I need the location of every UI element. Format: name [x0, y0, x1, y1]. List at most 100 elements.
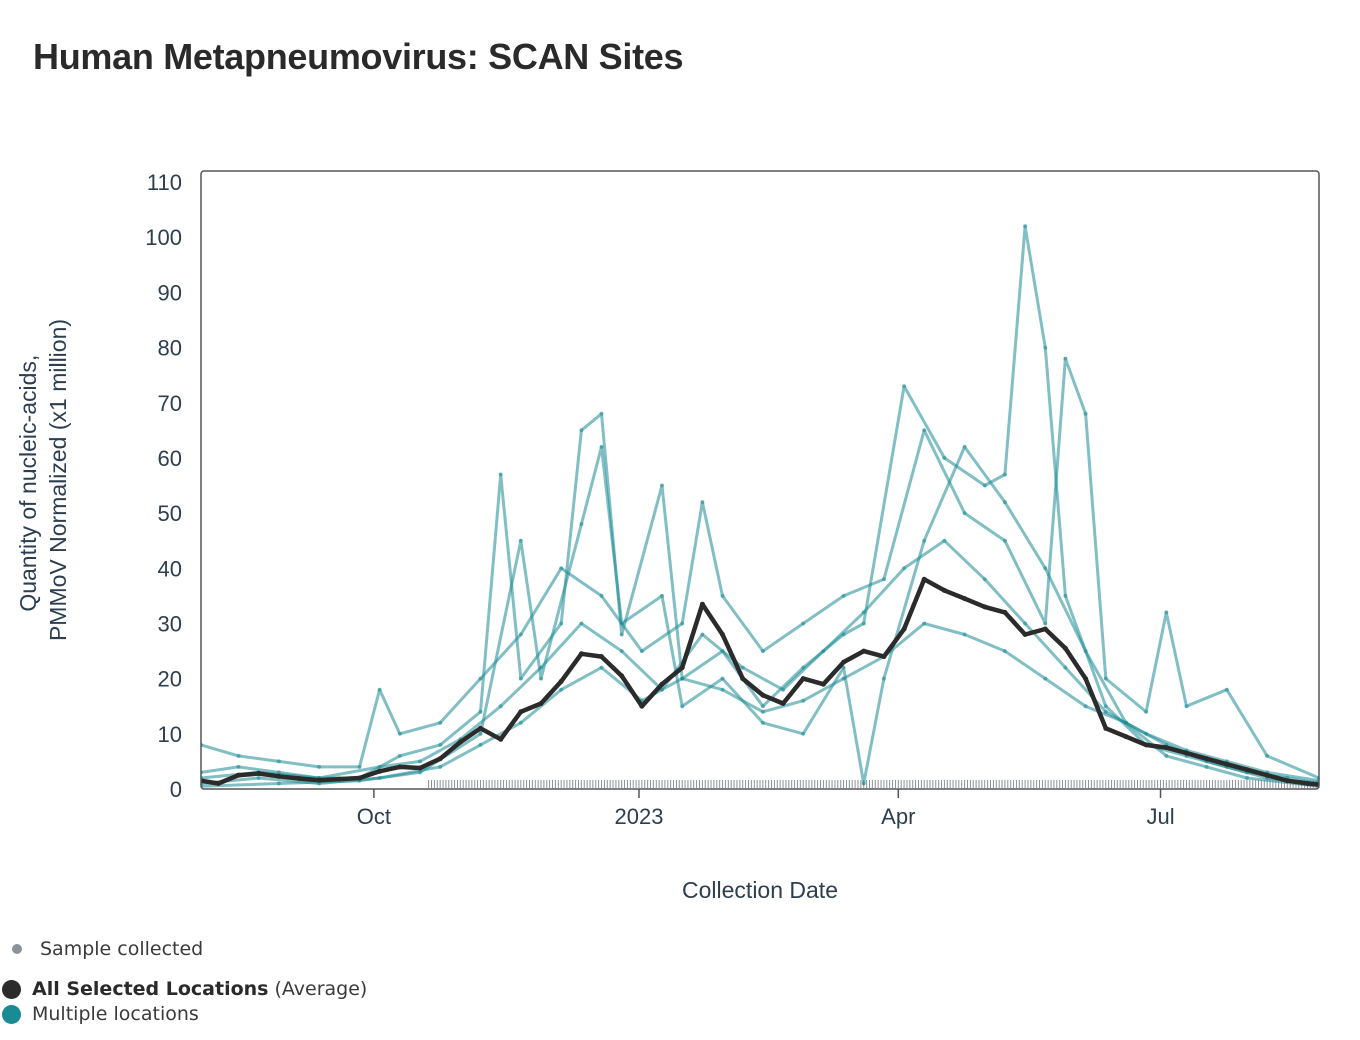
location-data-point — [1123, 720, 1128, 725]
average-data-point — [437, 756, 443, 762]
legend-multiple-label: Multiple locations — [32, 1003, 199, 1025]
multiple-dot-icon — [2, 1004, 21, 1024]
location-data-point — [942, 455, 947, 460]
location-data-point — [962, 511, 967, 516]
average-data-point — [538, 701, 544, 706]
location-data-point — [539, 676, 543, 681]
average-data-point — [1083, 676, 1089, 682]
average-data-point — [962, 596, 968, 602]
y-tick-label: 70 — [158, 391, 182, 416]
location-data-point — [599, 665, 604, 670]
average-data-point — [1123, 734, 1129, 740]
location-data-point — [680, 704, 685, 709]
y-tick-label: 40 — [158, 556, 182, 581]
average-data-point — [1002, 609, 1008, 615]
average-data-point — [457, 739, 463, 745]
location-data-point — [579, 621, 584, 626]
location-data-point — [922, 621, 927, 626]
average-data-point — [881, 654, 887, 660]
location-data-point — [720, 593, 725, 598]
location-data-point — [478, 731, 483, 736]
location-data-point — [1002, 472, 1007, 477]
location-data-point — [236, 764, 241, 769]
location-data-point — [821, 649, 826, 654]
location-series-line-5[interactable] — [201, 445, 1319, 788]
average-data-point — [619, 673, 625, 679]
average-data-point — [578, 651, 584, 657]
location-data-point — [478, 742, 483, 747]
location-data-point — [518, 538, 523, 543]
average-data-point — [478, 725, 483, 731]
average-data-point — [982, 604, 988, 610]
location-data-point — [1204, 764, 1209, 769]
average-data-point — [215, 781, 221, 786]
location-data-point — [680, 676, 685, 681]
average-data-point — [820, 681, 826, 687]
y-axis-label: Quantity of nucleic-acids, PMMoV Normali… — [15, 319, 71, 641]
location-data-point — [1043, 345, 1048, 350]
average-data-point — [679, 665, 685, 671]
location-data-point — [377, 687, 382, 692]
location-data-point — [720, 687, 725, 692]
location-data-point — [599, 411, 604, 416]
legend-item-sample[interactable]: Sample collected — [12, 938, 203, 960]
location-data-point — [1083, 649, 1088, 654]
average-data-point — [1244, 767, 1250, 773]
legend-average-suffix: (Average) — [274, 978, 368, 1000]
location-data-point — [760, 704, 765, 709]
average-data-point — [800, 676, 806, 682]
average-data-point — [941, 587, 947, 593]
average-data-point — [417, 765, 423, 771]
location-data-point — [317, 764, 322, 769]
location-data-point — [700, 632, 705, 637]
average-data-point — [1305, 781, 1310, 786]
average-data-point — [1204, 756, 1210, 762]
y-tick-label: 90 — [158, 280, 182, 305]
plot-frame — [200, 170, 1320, 790]
average-data-point — [1224, 761, 1230, 767]
location-data-point — [1002, 649, 1007, 654]
x-tick-label: Jul — [1146, 804, 1174, 829]
location-data-point — [397, 753, 402, 758]
location-data-point — [418, 770, 422, 775]
location-data-point — [579, 428, 584, 433]
location-data-point — [498, 704, 503, 709]
average-data-point — [760, 692, 766, 698]
location-data-point — [801, 698, 806, 703]
location-data-point — [861, 610, 866, 615]
y-tick-label: 60 — [158, 446, 182, 471]
location-data-point — [619, 621, 624, 626]
location-data-point — [861, 781, 866, 786]
location-data-point — [256, 776, 261, 780]
location-data-point — [660, 483, 664, 488]
average-data-point — [1062, 645, 1068, 651]
location-data-point — [418, 759, 422, 764]
average-data-point — [1284, 778, 1290, 784]
location-data-point — [1144, 709, 1149, 714]
location-data-point — [1103, 676, 1108, 681]
legend-item-average[interactable]: All Selected Locations (Average) — [2, 978, 367, 1000]
location-data-point — [902, 384, 907, 389]
average-data-point — [498, 736, 504, 742]
location-data-point — [438, 764, 443, 769]
location-data-point — [478, 709, 483, 714]
location-data-point — [438, 720, 443, 725]
y-tick-label: 10 — [158, 722, 182, 747]
x-tick-label: Apr — [881, 804, 915, 829]
location-data-point — [1245, 776, 1249, 780]
average-data-point — [256, 771, 262, 776]
average-data-point — [1022, 632, 1028, 637]
location-data-point — [841, 593, 846, 598]
average-data-point — [1042, 626, 1048, 632]
average-data-point — [377, 768, 383, 774]
location-data-point — [1265, 753, 1270, 758]
average-data-point — [599, 654, 604, 660]
location-data-point — [579, 522, 584, 527]
y-tick-label: 80 — [158, 336, 182, 361]
location-data-point — [841, 665, 846, 670]
average-data-point — [397, 764, 403, 770]
location-data-point — [276, 781, 281, 786]
legend-item-multiple[interactable]: Multiple locations — [2, 1003, 199, 1025]
average-data-point — [921, 576, 927, 582]
average-data-point — [236, 772, 241, 778]
